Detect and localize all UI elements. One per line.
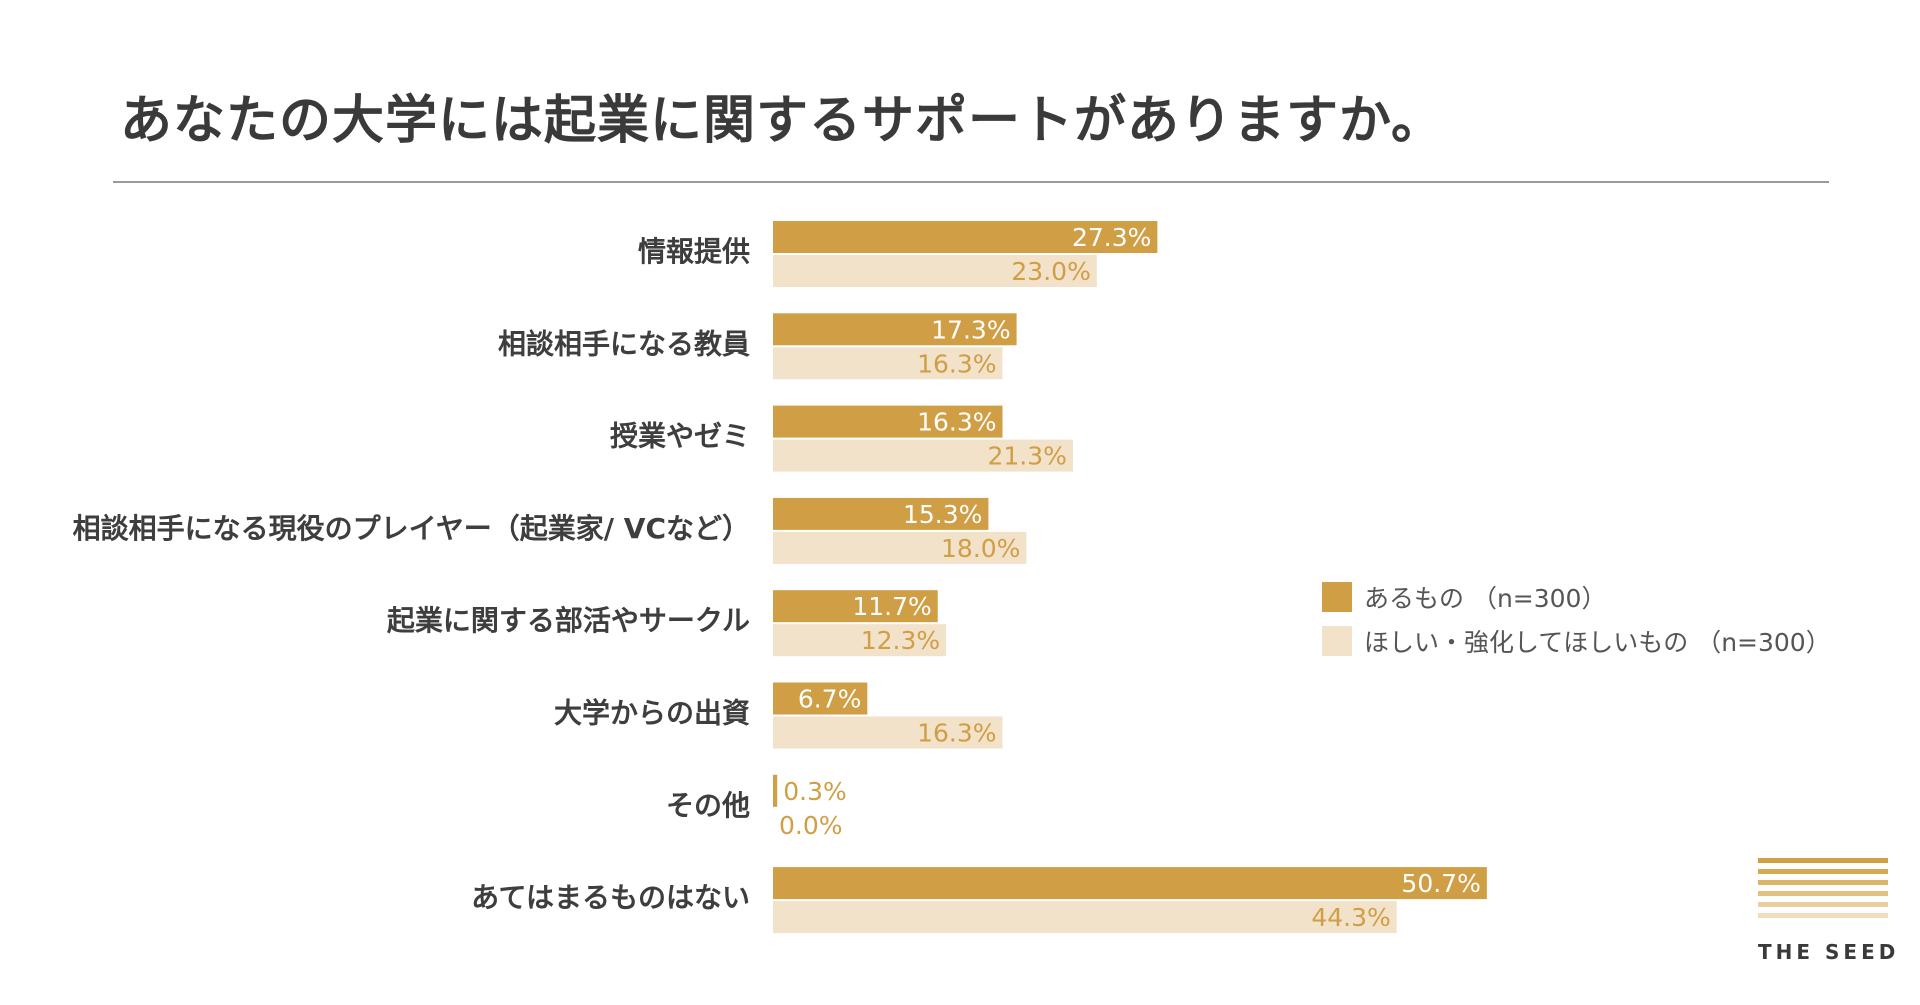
data-label-want: 12.3%: [861, 626, 940, 655]
bar-has: [773, 774, 778, 807]
bar-want: [773, 255, 1097, 287]
data-label-has: 50.7%: [1401, 869, 1480, 898]
brand-logo: THE SEED: [1758, 858, 1895, 964]
category-label: 相談相手になる現役のプレイヤー（起業家/ VCなど）: [73, 512, 750, 545]
bar-want: [773, 624, 947, 657]
bar-has: [773, 867, 1487, 900]
bar-has: [773, 590, 938, 623]
brand-name: THE SEED: [1758, 940, 1900, 964]
bar-has: [773, 497, 989, 530]
title-divider: [113, 181, 1829, 183]
chart-title: あなたの大学には起業に関するサポートがありますか。: [120, 91, 1444, 151]
legend-swatch-want: [1322, 626, 1352, 656]
bar-has: [773, 221, 1158, 253]
data-label-want: 44.3%: [1311, 903, 1390, 932]
legend-item-want: ほしい・強化してほしいもの （n=300）: [1322, 626, 1831, 657]
data-label-want: 18.0%: [941, 534, 1020, 563]
category-label: その他: [666, 789, 750, 822]
category-label: 情報提供: [638, 235, 750, 268]
data-label-has: 27.3%: [1072, 223, 1151, 252]
brand-stripes-icon: [1758, 858, 1888, 923]
data-label-want: 21.3%: [987, 442, 1066, 471]
data-label-want: 23.0%: [1011, 257, 1090, 286]
data-label-want: 0.0%: [779, 811, 843, 840]
bar-want: [773, 531, 1027, 564]
legend-swatch-has: [1322, 582, 1352, 612]
bar-has: [773, 405, 1003, 438]
category-label: あてはまるものはない: [471, 881, 750, 914]
data-label-has: 17.3%: [931, 315, 1010, 344]
bar-has: [773, 313, 1017, 346]
bar-has: [773, 682, 868, 715]
data-label-want: 16.3%: [917, 349, 996, 378]
category-label: 授業やゼミ: [610, 420, 750, 453]
chart-legend: あるもの （n=300） ほしい・強化してほしいもの （n=300）: [1322, 582, 1831, 670]
data-label-want: 16.3%: [917, 719, 996, 748]
data-label-has: 6.7%: [798, 685, 862, 714]
bar-want: [773, 439, 1073, 472]
legend-item-has: あるもの （n=300）: [1322, 582, 1831, 613]
data-label-has: 16.3%: [917, 408, 996, 437]
category-label: 大学からの出資: [554, 697, 750, 730]
bar-want: [773, 901, 1397, 934]
data-label-has: 15.3%: [903, 500, 982, 529]
bar-want: [773, 716, 1003, 749]
legend-label-want: ほしい・強化してほしいもの （n=300）: [1364, 628, 1831, 657]
legend-label-has: あるもの （n=300）: [1364, 584, 1607, 613]
bar-want: [773, 347, 1003, 380]
data-label-has: 0.3%: [783, 777, 847, 806]
category-label: 起業に関する部活やサークル: [387, 604, 750, 637]
category-label: 相談相手になる教員: [498, 327, 750, 360]
data-label-has: 11.7%: [852, 592, 931, 621]
